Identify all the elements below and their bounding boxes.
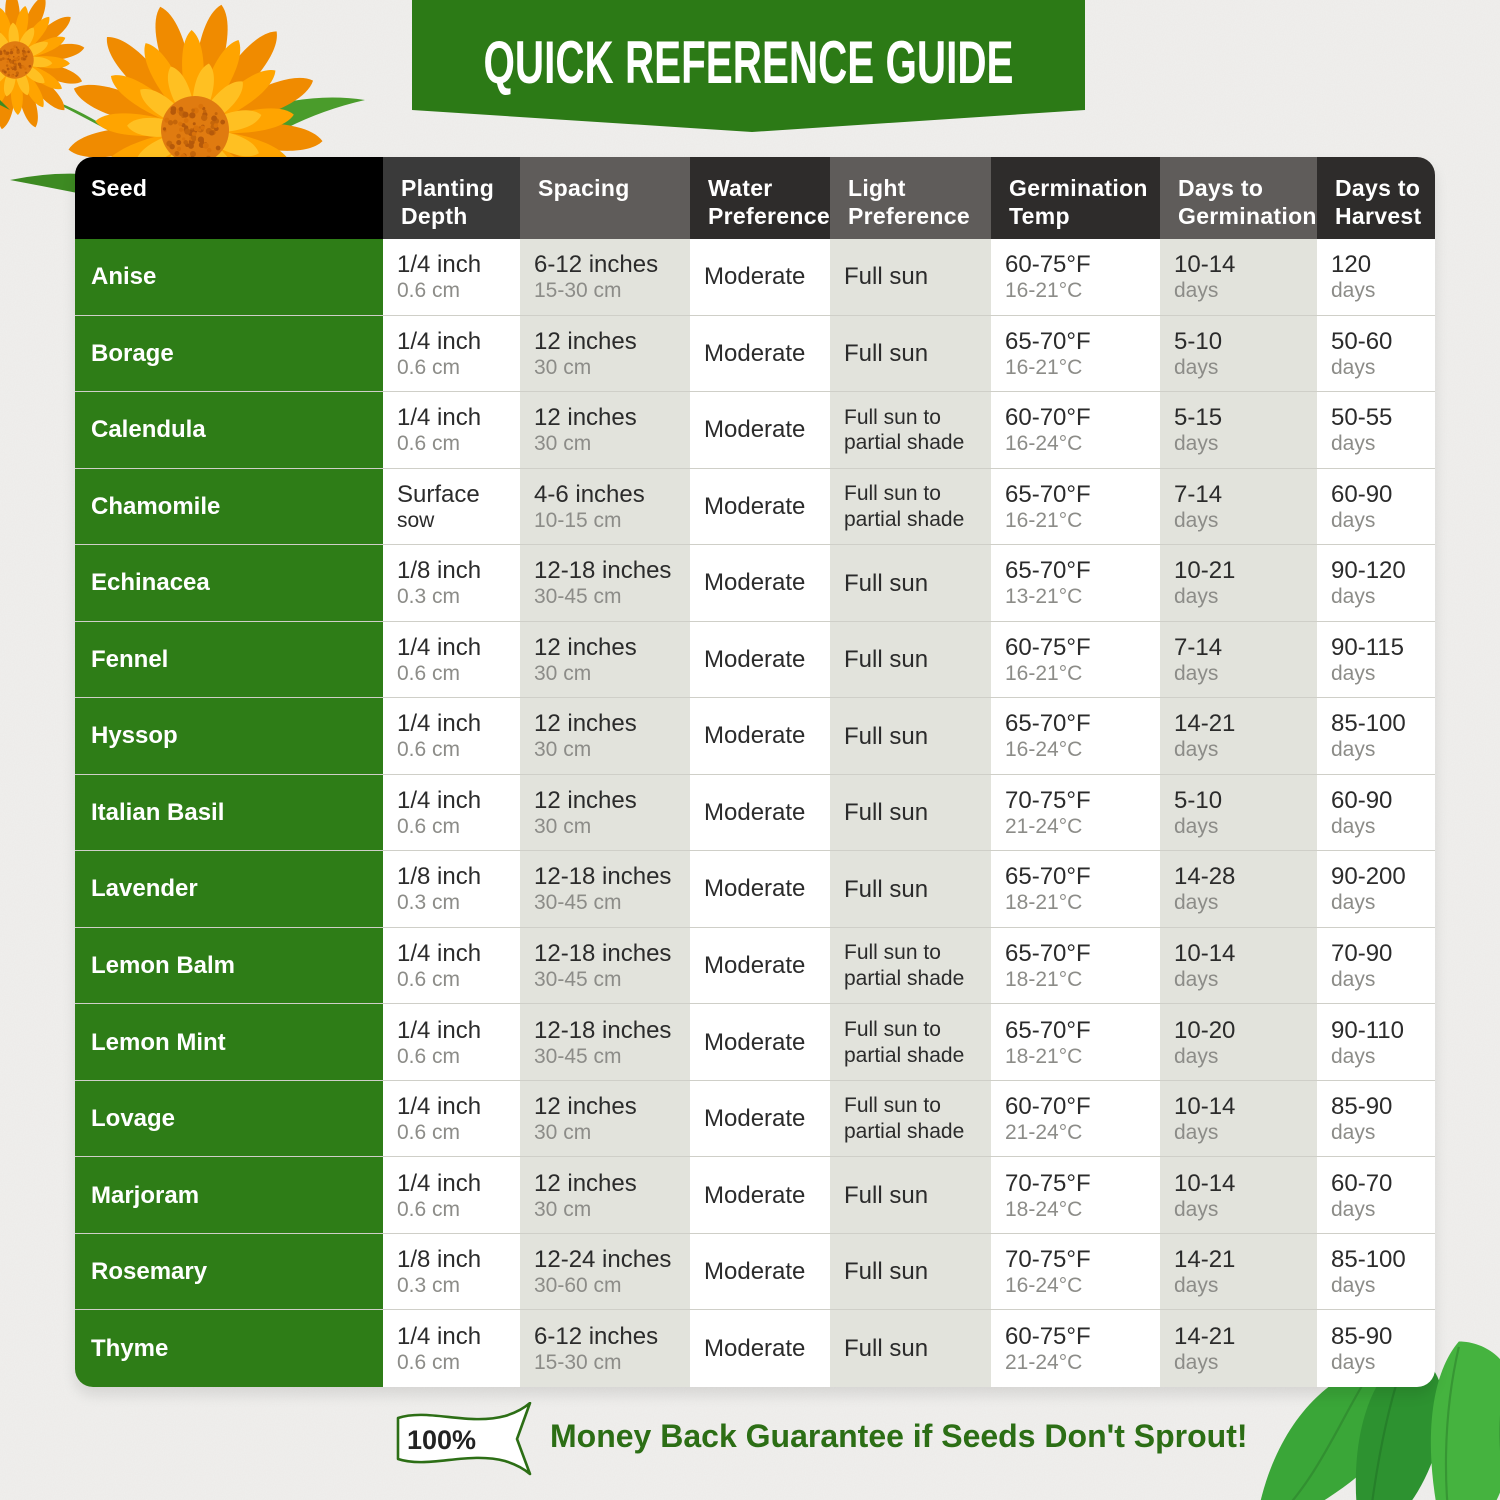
svg-text:100%: 100%	[407, 1425, 476, 1455]
